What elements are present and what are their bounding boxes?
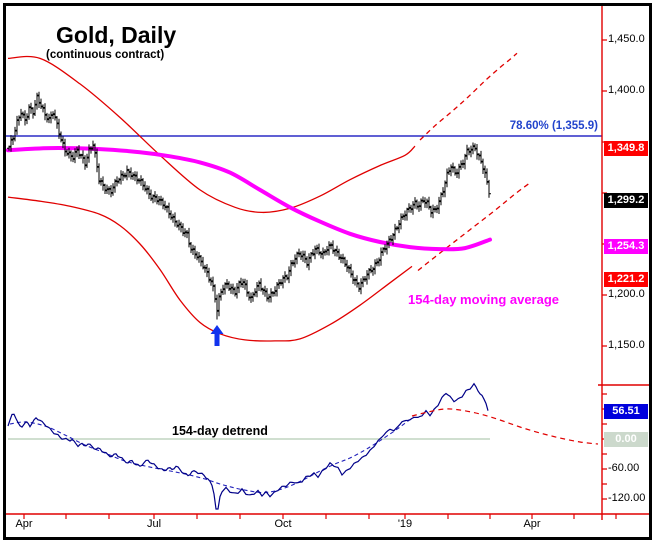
price-tick-label: 1,200.0 xyxy=(608,288,645,300)
price-badge: 1,299.2 xyxy=(604,192,648,208)
detrend-tick-label: -60.00 xyxy=(608,462,640,474)
price-badge: 1,221.2 xyxy=(604,272,648,288)
page-title: Gold, Daily xyxy=(56,22,177,48)
up-arrow-icon xyxy=(210,325,224,346)
date-axis-label: Oct xyxy=(274,518,292,530)
detrend-tick-label: -120.00 xyxy=(608,492,646,504)
price-tick-label: 1,400.0 xyxy=(608,84,645,96)
upper-envelope-line xyxy=(7,55,416,214)
detrend-projection-line xyxy=(411,408,599,445)
moving-average-line xyxy=(6,146,492,252)
price-badge: 1,254.3 xyxy=(604,238,648,254)
detrend-badge: 0.00 xyxy=(604,432,648,447)
price-bars xyxy=(7,91,491,320)
detrend-line xyxy=(7,382,489,510)
moving-average-label: 154-day moving average xyxy=(408,292,560,307)
detrend-smooth-line xyxy=(9,416,415,494)
page-subtitle: (continuous contract) xyxy=(46,49,165,61)
chart-frame xyxy=(3,3,652,540)
date-axis-label: Apr xyxy=(15,518,33,530)
date-axis-label: '19 xyxy=(397,518,413,530)
date-axis-label: Apr xyxy=(523,518,541,530)
detrend-label: 154-day detrend xyxy=(172,424,268,438)
price-tick-label: 1,450.0 xyxy=(608,33,645,45)
fibonacci-level-label: 78.60% (1,355.9) xyxy=(509,120,598,132)
date-axis-label: Jul xyxy=(146,518,162,530)
price-badge: 1,349.8 xyxy=(604,141,648,157)
upper-envelope-projection xyxy=(419,52,518,141)
lower-envelope-line xyxy=(7,196,413,342)
price-tick-label: 1,150.0 xyxy=(608,339,645,351)
detrend-badge: 56.51 xyxy=(604,403,648,419)
